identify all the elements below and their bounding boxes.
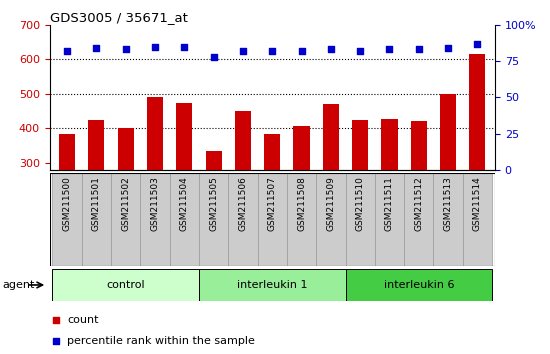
- Bar: [375, 173, 404, 266]
- Bar: [169, 173, 199, 266]
- Text: GSM211512: GSM211512: [414, 176, 424, 231]
- Point: [473, 41, 482, 46]
- Bar: [199, 173, 228, 266]
- Point: [356, 48, 365, 54]
- Text: count: count: [67, 315, 99, 325]
- Bar: [411, 121, 427, 267]
- Text: control: control: [106, 280, 145, 290]
- Bar: [199, 269, 345, 301]
- Point: [239, 48, 248, 54]
- Bar: [264, 133, 280, 267]
- Text: GSM211501: GSM211501: [92, 176, 101, 231]
- Point: [52, 317, 60, 323]
- Bar: [323, 104, 339, 267]
- Bar: [147, 97, 163, 267]
- Point: [209, 54, 218, 59]
- Text: GSM211509: GSM211509: [326, 176, 336, 231]
- Text: GSM211504: GSM211504: [180, 176, 189, 231]
- Bar: [52, 269, 199, 301]
- Text: GSM211506: GSM211506: [239, 176, 248, 231]
- Bar: [257, 173, 287, 266]
- Point: [327, 47, 336, 52]
- Bar: [235, 111, 251, 267]
- Text: GSM211508: GSM211508: [297, 176, 306, 231]
- Bar: [316, 173, 345, 266]
- Text: GDS3005 / 35671_at: GDS3005 / 35671_at: [50, 11, 188, 24]
- Bar: [206, 151, 222, 267]
- Point: [92, 45, 101, 51]
- Point: [151, 44, 160, 49]
- Text: GSM211507: GSM211507: [268, 176, 277, 231]
- Text: GSM211514: GSM211514: [473, 176, 482, 231]
- Bar: [111, 173, 140, 266]
- Bar: [176, 103, 192, 267]
- Text: GSM211513: GSM211513: [444, 176, 453, 231]
- Point: [180, 44, 189, 49]
- Point: [444, 45, 453, 51]
- Bar: [433, 173, 463, 266]
- Bar: [140, 173, 169, 266]
- Bar: [352, 120, 368, 267]
- Text: GSM211511: GSM211511: [385, 176, 394, 231]
- Point: [63, 48, 72, 54]
- Point: [414, 47, 423, 52]
- Text: GSM211505: GSM211505: [209, 176, 218, 231]
- Text: agent: agent: [3, 280, 35, 290]
- Point: [52, 338, 60, 344]
- Text: interleukin 6: interleukin 6: [383, 280, 454, 290]
- Text: GSM211500: GSM211500: [63, 176, 72, 231]
- Bar: [287, 173, 316, 266]
- Point: [122, 47, 130, 52]
- Bar: [52, 173, 82, 266]
- Text: GSM211503: GSM211503: [151, 176, 160, 231]
- Bar: [294, 126, 310, 267]
- Bar: [59, 133, 75, 267]
- Bar: [345, 173, 375, 266]
- Bar: [118, 129, 134, 267]
- Point: [268, 48, 277, 54]
- Text: GSM211502: GSM211502: [121, 176, 130, 231]
- Point: [297, 48, 306, 54]
- Bar: [82, 173, 111, 266]
- Bar: [440, 94, 456, 267]
- Bar: [345, 269, 492, 301]
- Bar: [228, 173, 257, 266]
- Bar: [404, 173, 433, 266]
- Point: [385, 47, 394, 52]
- Text: percentile rank within the sample: percentile rank within the sample: [67, 336, 255, 346]
- Bar: [463, 173, 492, 266]
- Bar: [469, 54, 486, 267]
- Bar: [89, 120, 104, 267]
- Bar: [382, 119, 398, 267]
- Text: GSM211510: GSM211510: [356, 176, 365, 231]
- Text: interleukin 1: interleukin 1: [237, 280, 307, 290]
